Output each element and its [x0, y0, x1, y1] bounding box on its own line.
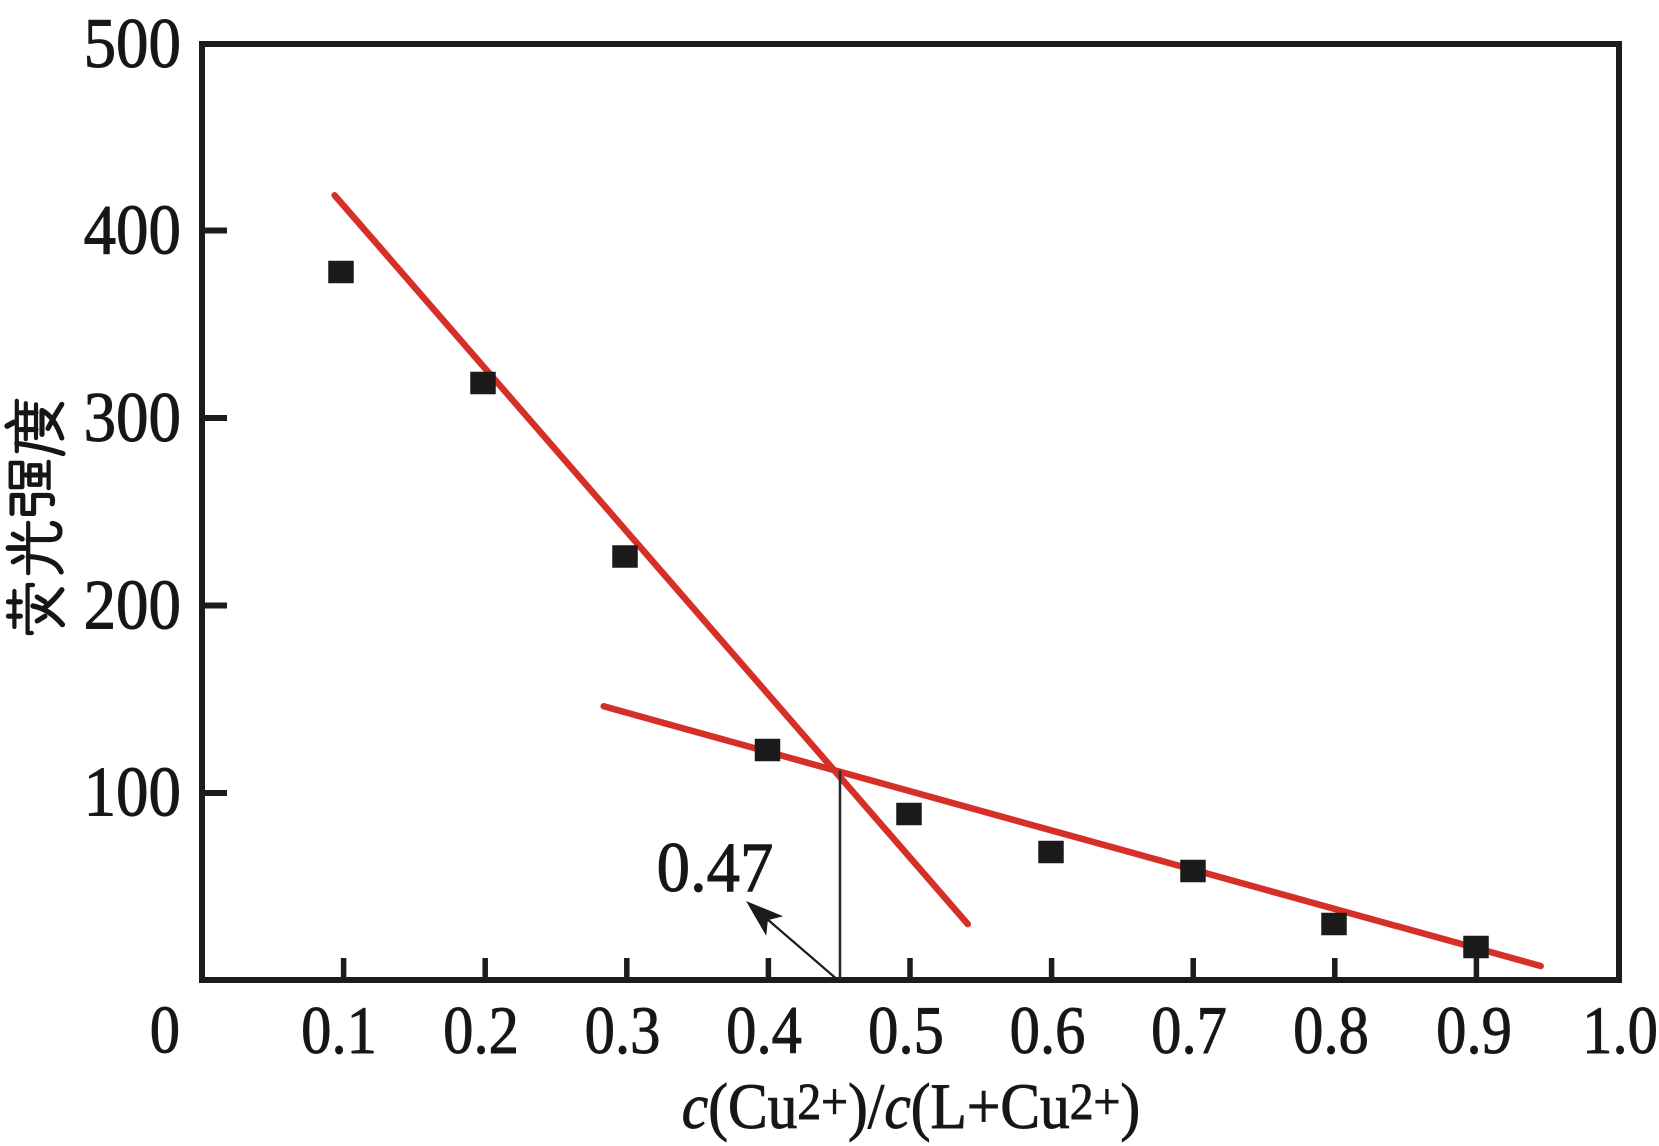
- svg-text:0.7: 0.7: [1151, 993, 1227, 1068]
- svg-text:0.1: 0.1: [301, 993, 377, 1068]
- svg-text:0.4: 0.4: [726, 993, 802, 1068]
- svg-text:0.3: 0.3: [585, 993, 661, 1068]
- svg-text:100: 100: [84, 752, 181, 831]
- svg-text:0.6: 0.6: [1010, 993, 1086, 1068]
- svg-text:0.47: 0.47: [657, 828, 774, 906]
- svg-text:0: 0: [150, 992, 180, 1067]
- svg-text:c(Cu2+)/c(L+Cu2+): c(Cu2+)/c(L+Cu2+): [682, 1071, 1140, 1143]
- svg-text:300: 300: [84, 377, 181, 456]
- svg-text:500: 500: [84, 3, 181, 82]
- svg-text:0.9: 0.9: [1436, 993, 1512, 1068]
- svg-text:200: 200: [84, 565, 181, 644]
- svg-text:0.8: 0.8: [1293, 993, 1369, 1068]
- svg-text:1.0: 1.0: [1582, 993, 1658, 1068]
- svg-text:0.2: 0.2: [443, 993, 519, 1068]
- svg-text:400: 400: [84, 190, 181, 269]
- svg-text:0.5: 0.5: [868, 993, 944, 1068]
